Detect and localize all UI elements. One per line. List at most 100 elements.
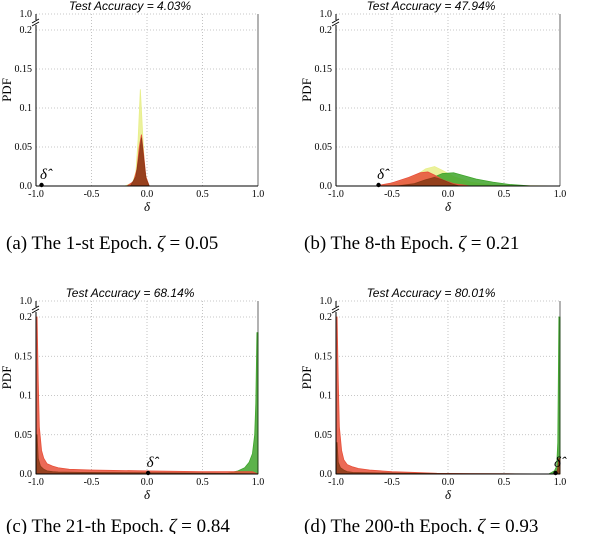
x-tick-label: 1.0 bbox=[252, 189, 265, 200]
x-tick-label: -0.5 bbox=[384, 477, 400, 488]
axis-break-gap bbox=[32, 307, 40, 312]
caption-prefix: (a) The 1-st Epoch. bbox=[6, 233, 157, 254]
x-tick-label: -1.0 bbox=[28, 189, 44, 200]
x-tick-label: 0.0 bbox=[442, 189, 455, 200]
y-tick-label: 0.2 bbox=[20, 312, 33, 323]
series-area-2 bbox=[35, 316, 259, 475]
axis-break-mark bbox=[331, 305, 340, 311]
y-tick-label: 1.0 bbox=[320, 296, 333, 307]
x-axis-label: δ bbox=[445, 199, 452, 214]
delta-hat-point bbox=[553, 470, 558, 476]
caption: (a) The 1-st Epoch. ζ = 0.05 bbox=[6, 233, 218, 254]
y-tick-label: 0.0 bbox=[20, 181, 33, 192]
delta-hat-label: δ̂ bbox=[147, 455, 160, 471]
caption-symbol: ζ bbox=[477, 516, 486, 534]
caption-prefix: (b) The 8-th Epoch. bbox=[304, 233, 458, 254]
x-tick-label: 0.5 bbox=[498, 189, 511, 200]
y-tick-label: 0.15 bbox=[315, 64, 333, 75]
y-tick-label: 0.15 bbox=[15, 351, 33, 362]
caption-value: = 0.21 bbox=[466, 233, 519, 254]
chart-panel-1: 1.0 0.0 0.05 0.1 0.15 0.2 -1.0 -0.5 0.0 0.5 1.0 δ PD… bbox=[0, 0, 264, 254]
x-tick-label: 0.0 bbox=[442, 477, 455, 488]
y-tick-label: 0.05 bbox=[15, 430, 33, 441]
chart-panel-3: 1.0 0.0 0.05 0.1 0.15 0.2 -1.0 -0.5 0.0 0.5 1.0 δ PD… bbox=[0, 286, 264, 534]
x-tick-label: -1.0 bbox=[28, 477, 44, 488]
y-tick-label: 0.0 bbox=[20, 469, 33, 480]
x-tick-label: 0.0 bbox=[141, 477, 154, 488]
y-tick-label: 0.1 bbox=[320, 103, 333, 114]
y-axis-label: PDF bbox=[0, 78, 14, 102]
axis-break-mark bbox=[31, 18, 40, 24]
delta-hat-point bbox=[376, 182, 381, 188]
axis-break-mark bbox=[331, 308, 340, 314]
x-axis-label: δ bbox=[144, 199, 151, 214]
x-tick-label: 1.0 bbox=[252, 477, 265, 488]
x-tick-label: 1.0 bbox=[554, 189, 567, 200]
chart-title: Test Accuracy = 4.03% bbox=[69, 0, 192, 13]
x-tick-label: -1.0 bbox=[328, 189, 344, 200]
caption-value: = 0.05 bbox=[165, 233, 218, 254]
axis-break-gap bbox=[332, 20, 340, 25]
x-tick-label: 0.5 bbox=[196, 189, 209, 200]
x-tick-label: -0.5 bbox=[384, 189, 400, 200]
y-tick-label: 1.0 bbox=[320, 9, 333, 20]
caption: (d) The 200-th Epoch. ζ = 0.93 bbox=[304, 516, 538, 534]
caption: (c) The 21-th Epoch. ζ = 0.84 bbox=[6, 516, 230, 534]
axis-break-gap bbox=[332, 307, 340, 312]
chart-title: Test Accuracy = 47.94% bbox=[367, 0, 496, 13]
axis-break-gap bbox=[32, 20, 40, 25]
caption: (b) The 8-th Epoch. ζ = 0.21 bbox=[304, 233, 519, 254]
y-tick-label: 0.05 bbox=[15, 142, 33, 153]
y-axis-label: PDF bbox=[299, 366, 314, 390]
x-tick-label: 0.0 bbox=[141, 189, 154, 200]
caption-value: = 0.84 bbox=[176, 516, 230, 534]
axis-break-mark bbox=[331, 18, 340, 24]
y-tick-label: 1.0 bbox=[20, 296, 33, 307]
y-tick-label: 0.0 bbox=[320, 469, 333, 480]
axis-break-mark bbox=[31, 305, 40, 311]
y-tick-label: 0.05 bbox=[315, 142, 333, 153]
y-tick-label: 0.15 bbox=[315, 351, 333, 362]
x-tick-label: 1.0 bbox=[554, 477, 567, 488]
y-tick-label: 0.15 bbox=[15, 64, 33, 75]
series-area-3 bbox=[35, 434, 259, 475]
axis-break-mark bbox=[31, 308, 40, 314]
y-tick-label: 0.05 bbox=[315, 430, 333, 441]
y-tick-label: 0.2 bbox=[320, 312, 333, 323]
series-area-2 bbox=[36, 134, 258, 187]
axis-break-mark bbox=[331, 21, 340, 27]
x-tick-label: -0.5 bbox=[84, 477, 100, 488]
delta-hat-label: δ̂ bbox=[40, 167, 53, 183]
y-tick-label: 0.1 bbox=[20, 103, 33, 114]
x-axis-label: δ bbox=[144, 487, 151, 502]
y-axis-label: PDF bbox=[0, 366, 14, 390]
y-tick-label: 0.2 bbox=[320, 25, 333, 36]
caption-symbol: ζ bbox=[458, 233, 467, 254]
chart-panel-4: 1.0 0.0 0.05 0.1 0.15 0.2 -1.0 -0.5 0.0 0.5 1.0 δ PD… bbox=[299, 286, 567, 534]
delta-hat-point bbox=[39, 182, 44, 188]
y-tick-label: 0.2 bbox=[20, 25, 33, 36]
caption-value: = 0.93 bbox=[485, 516, 538, 534]
y-axis-label: PDF bbox=[299, 78, 314, 102]
delta-hat-label: δ̂ bbox=[377, 167, 390, 183]
axis-break-mark bbox=[31, 21, 40, 27]
delta-hat-point bbox=[145, 470, 151, 476]
y-tick-label: 1.0 bbox=[20, 9, 33, 20]
x-axis-label: δ bbox=[445, 487, 452, 502]
x-tick-label: -1.0 bbox=[328, 477, 344, 488]
caption-symbol: ζ bbox=[157, 233, 166, 254]
caption-symbol: ζ bbox=[169, 516, 178, 534]
chart-title: Test Accuracy = 80.01% bbox=[367, 286, 496, 300]
caption-prefix: (d) The 200-th Epoch. bbox=[304, 516, 477, 534]
x-tick-label: 0.5 bbox=[498, 477, 511, 488]
y-tick-label: 0.1 bbox=[320, 391, 333, 402]
x-tick-label: 0.5 bbox=[196, 477, 209, 488]
x-tick-label: -0.5 bbox=[84, 189, 100, 200]
caption-prefix: (c) The 21-th Epoch. bbox=[6, 516, 169, 534]
y-tick-label: 0.1 bbox=[20, 391, 33, 402]
y-tick-label: 0.0 bbox=[320, 181, 333, 192]
chart-panel-2: 1.0 0.0 0.05 0.1 0.15 0.2 -1.0 -0.5 0.0 0.5 1.0 δ PD… bbox=[299, 0, 566, 254]
chart-title: Test Accuracy = 68.14% bbox=[66, 286, 195, 300]
delta-hat-label: δ̂ bbox=[554, 455, 567, 471]
